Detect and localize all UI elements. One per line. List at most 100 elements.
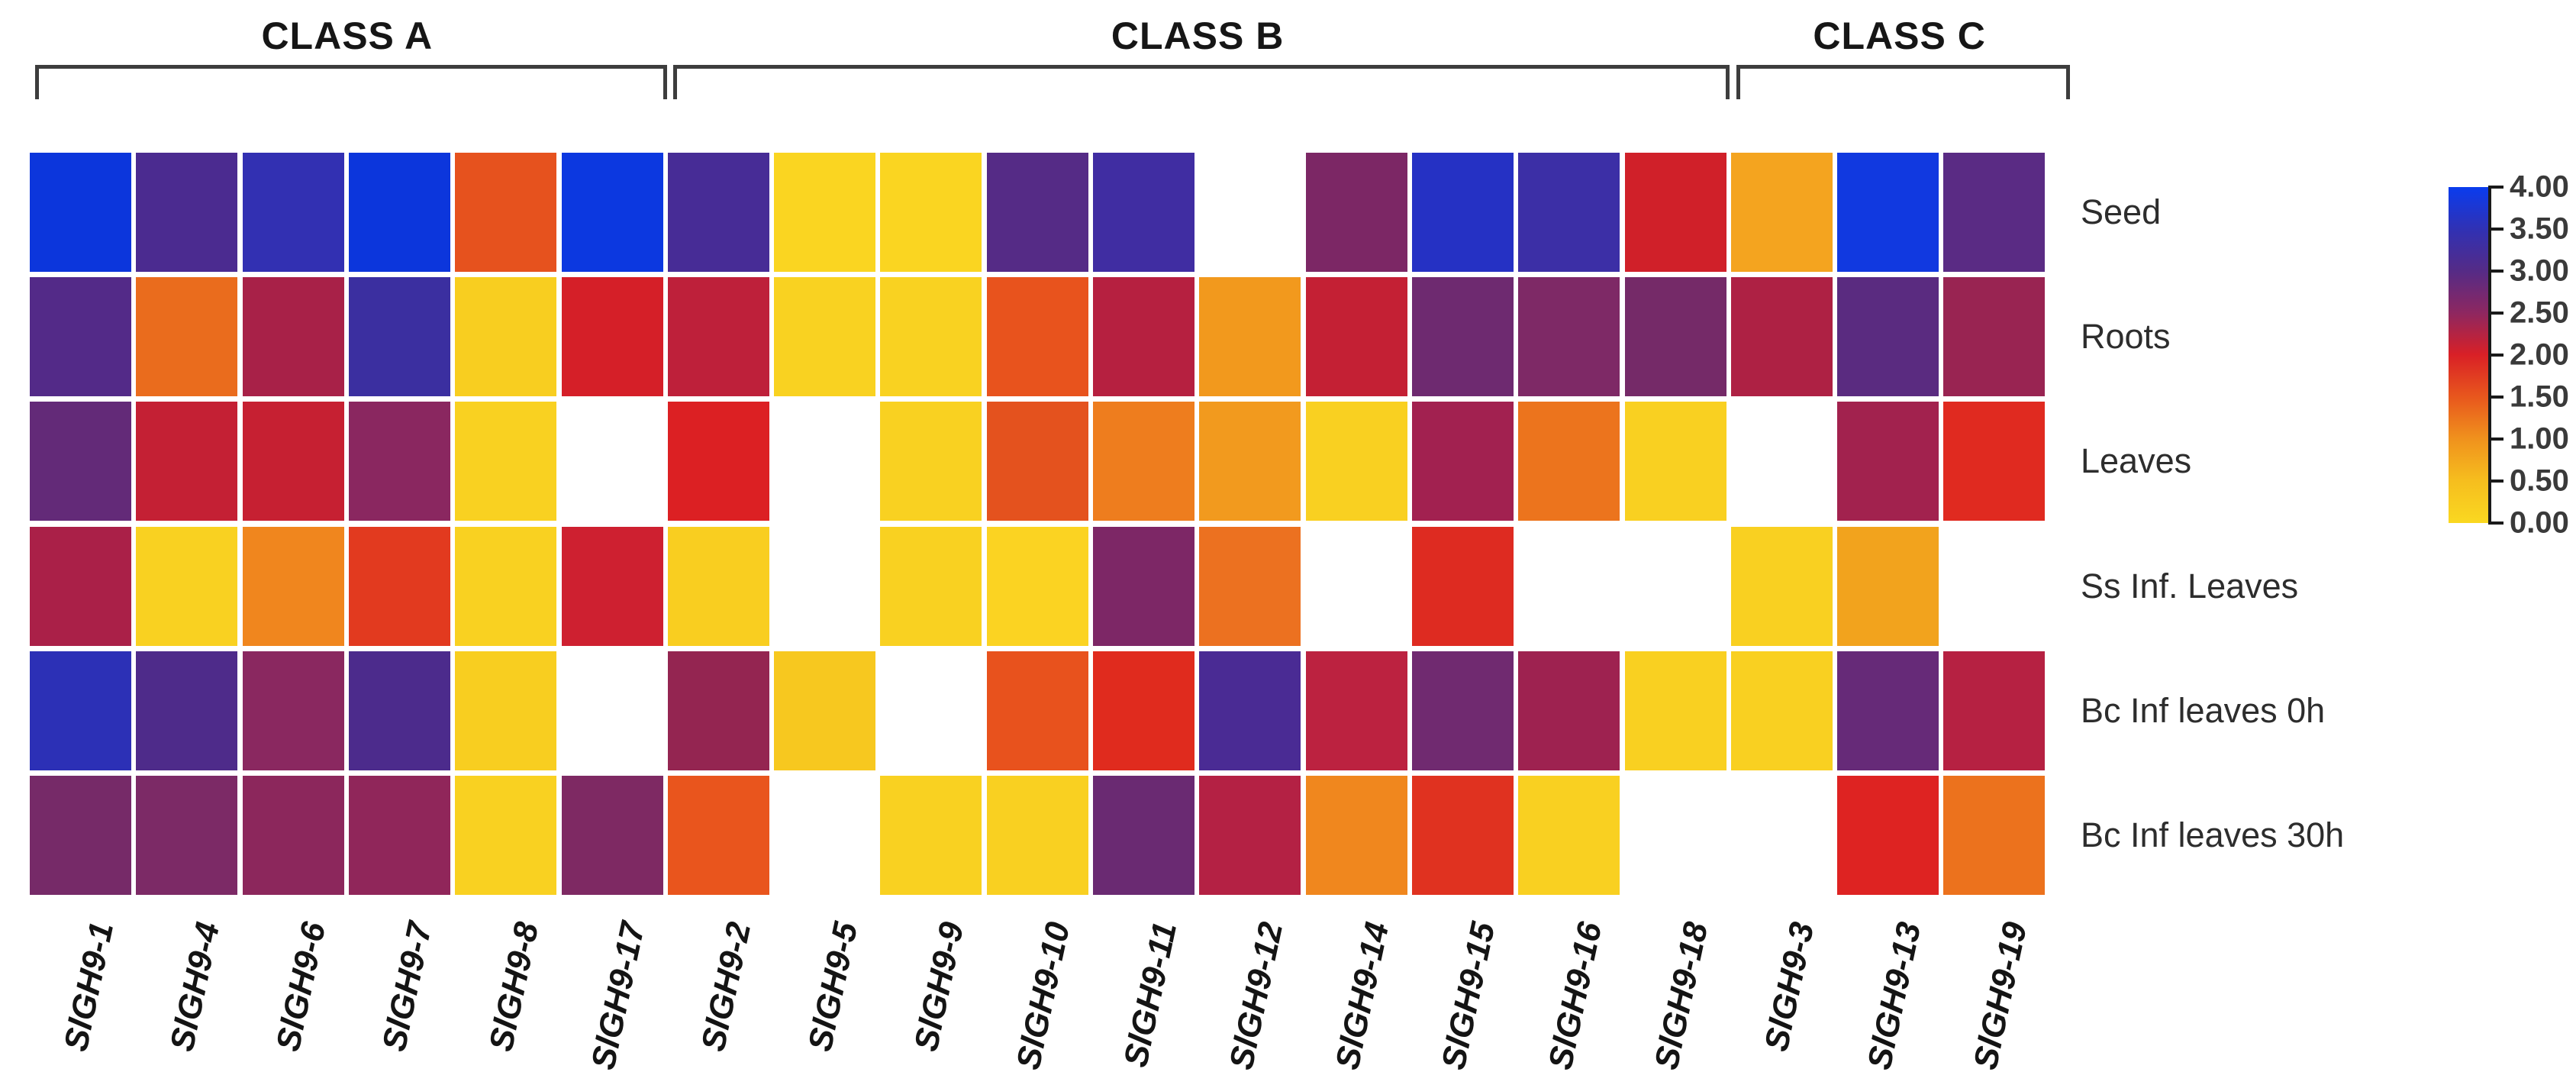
heatmap-cell <box>986 651 1088 770</box>
column-label: SlGH9-6 <box>269 919 334 1055</box>
heatmap-cell <box>1943 402 2046 521</box>
column-label: SlGH9-3 <box>1757 919 1822 1055</box>
class-b-title: CLASS B <box>1111 15 1285 57</box>
heatmap-cell <box>1730 402 1833 521</box>
heatmap-cell <box>30 651 131 770</box>
heatmap-cell <box>1518 153 1620 272</box>
heatmap-cell <box>1199 526 1301 646</box>
heatmap-cell <box>986 277 1088 397</box>
colorbar-tick-label: 0.00 <box>2510 505 2569 540</box>
colorbar-tick-mark <box>2491 354 2503 357</box>
heatmap-cell <box>880 776 982 895</box>
heatmap-cell <box>561 402 663 521</box>
heatmap-cell <box>1730 651 1833 770</box>
colorbar-tick-mark <box>2491 438 2503 441</box>
column-label: SlGH9-15 <box>1434 919 1503 1072</box>
class-bracket <box>672 65 1730 99</box>
heatmap-cell <box>455 776 557 895</box>
heatmap-cell <box>30 526 131 646</box>
heatmap-cell <box>455 277 557 397</box>
heatmap-cell <box>774 651 876 770</box>
heatmap-cell <box>1305 153 1407 272</box>
column-label: SlGH9-4 <box>163 919 227 1055</box>
class-bracket <box>1736 65 2071 99</box>
heatmap-cell <box>986 402 1088 521</box>
heatmap-cell <box>136 651 238 770</box>
heatmap-cell <box>1093 651 1195 770</box>
heatmap-cell <box>561 277 663 397</box>
column-label: SlGH9-5 <box>801 919 865 1055</box>
heatmap-cell <box>667 651 769 770</box>
heatmap-cell <box>667 402 769 521</box>
heatmap-cell <box>1943 277 2046 397</box>
heatmap-cell <box>30 402 131 521</box>
heatmap-cell <box>667 277 769 397</box>
colorbar-tick-label: 1.50 <box>2510 379 2569 414</box>
colorbar-tick-label: 3.00 <box>2510 253 2569 288</box>
heatmap-cell <box>348 153 450 272</box>
heatmap-cell <box>1093 153 1195 272</box>
heatmap-cell <box>561 153 663 272</box>
heatmap-cell <box>1730 153 1833 272</box>
heatmap-cell <box>1199 277 1301 397</box>
colorbar-tick-label: 0.50 <box>2510 463 2569 498</box>
colorbar-axis-line <box>2488 186 2491 525</box>
heatmap-cell <box>1624 153 1726 272</box>
heatmap-cell <box>455 526 557 646</box>
heatmap-cell <box>561 526 663 646</box>
heatmap-cell <box>1411 402 1514 521</box>
heatmap-cell <box>1305 651 1407 770</box>
colorbar-tick-mark <box>2491 479 2503 483</box>
heatmap-cell <box>242 651 344 770</box>
colorbar-tick-label: 1.00 <box>2510 421 2569 456</box>
row-label: Bc Inf leaves 30h <box>2081 815 2345 854</box>
column-label: SlGH9-2 <box>694 919 759 1055</box>
heatmap-cell <box>1199 153 1301 272</box>
heatmap-cell <box>348 277 450 397</box>
heatmap-cell <box>1837 402 1939 521</box>
heatmap-cell <box>136 277 238 397</box>
heatmap-cell <box>1199 651 1301 770</box>
heatmap-cell <box>30 776 131 895</box>
heatmap-cell <box>774 153 876 272</box>
column-label: SlGH9-8 <box>482 919 546 1055</box>
column-label: SlGH9-14 <box>1328 919 1397 1072</box>
colorbar-tick-mark <box>2491 396 2503 399</box>
heatmap-cell <box>1624 651 1726 770</box>
heatmap-cell <box>561 651 663 770</box>
heatmap-cell <box>1837 277 1939 397</box>
heatmap-cell <box>1837 776 1939 895</box>
heatmap-cell <box>1730 776 1833 895</box>
heatmap-cell <box>136 776 238 895</box>
heatmap-cell <box>1730 277 1833 397</box>
column-label: SlGH9-13 <box>1860 919 1928 1072</box>
heatmap-cell <box>986 776 1088 895</box>
class-c-title: CLASS C <box>1813 15 1986 57</box>
heatmap-cell <box>667 776 769 895</box>
column-label: SlGH9-7 <box>376 919 440 1055</box>
heatmap-cell <box>1837 153 1939 272</box>
heatmap-cell <box>1093 526 1195 646</box>
heatmap-cell <box>136 153 238 272</box>
heatmap-cell <box>455 651 557 770</box>
heatmap-cell <box>1411 153 1514 272</box>
colorbar-tick-label: 2.00 <box>2510 337 2569 372</box>
heatmap-cell <box>242 776 344 895</box>
heatmap-cell <box>1518 402 1620 521</box>
heatmap-cell <box>1624 776 1726 895</box>
heatmap-cell <box>774 776 876 895</box>
colorbar-tick-mark <box>2491 270 2503 273</box>
heatmap-cell <box>1943 526 2046 646</box>
heatmap-cell <box>667 526 769 646</box>
heatmap-cell <box>561 776 663 895</box>
column-label: SlGH9-16 <box>1541 919 1609 1072</box>
heatmap-cell <box>1093 402 1195 521</box>
column-label: SlGH9-12 <box>1222 919 1290 1072</box>
heatmap-cell <box>1199 776 1301 895</box>
column-label: SlGH9-11 <box>1116 919 1184 1070</box>
heatmap-cell <box>1305 402 1407 521</box>
row-label: Roots <box>2081 317 2171 357</box>
row-label: Seed <box>2081 192 2162 231</box>
heatmap-cell <box>1943 153 2046 272</box>
colorbar-tick-mark <box>2491 186 2503 189</box>
